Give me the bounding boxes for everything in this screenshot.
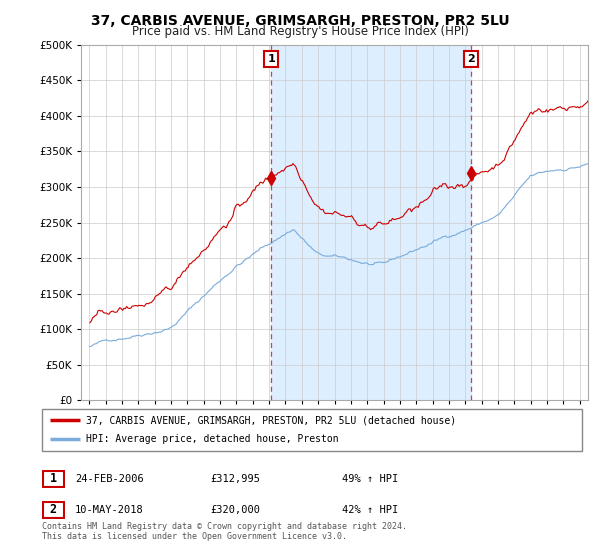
FancyBboxPatch shape [43,502,64,517]
Text: 1: 1 [268,54,275,64]
Text: Contains HM Land Registry data © Crown copyright and database right 2024.
This d: Contains HM Land Registry data © Crown c… [42,522,407,542]
Text: 2: 2 [467,54,475,64]
Text: Price paid vs. HM Land Registry's House Price Index (HPI): Price paid vs. HM Land Registry's House … [131,25,469,38]
Text: £312,995: £312,995 [210,474,260,484]
Text: 37, CARBIS AVENUE, GRIMSARGH, PRESTON, PR2 5LU: 37, CARBIS AVENUE, GRIMSARGH, PRESTON, P… [91,14,509,28]
Bar [271,45,471,400]
Text: 49% ↑ HPI: 49% ↑ HPI [342,474,398,484]
Text: 10-MAY-2018: 10-MAY-2018 [75,505,144,515]
FancyBboxPatch shape [42,409,582,451]
Text: HPI: Average price, detached house, Preston: HPI: Average price, detached house, Pres… [86,435,339,445]
Text: 37, CARBIS AVENUE, GRIMSARGH, PRESTON, PR2 5LU (detached house): 37, CARBIS AVENUE, GRIMSARGH, PRESTON, P… [86,415,457,425]
Text: 24-FEB-2006: 24-FEB-2006 [75,474,144,484]
FancyBboxPatch shape [43,471,64,487]
Text: £320,000: £320,000 [210,505,260,515]
Text: 1: 1 [50,472,57,486]
Text: 2: 2 [50,503,57,516]
Text: 42% ↑ HPI: 42% ↑ HPI [342,505,398,515]
